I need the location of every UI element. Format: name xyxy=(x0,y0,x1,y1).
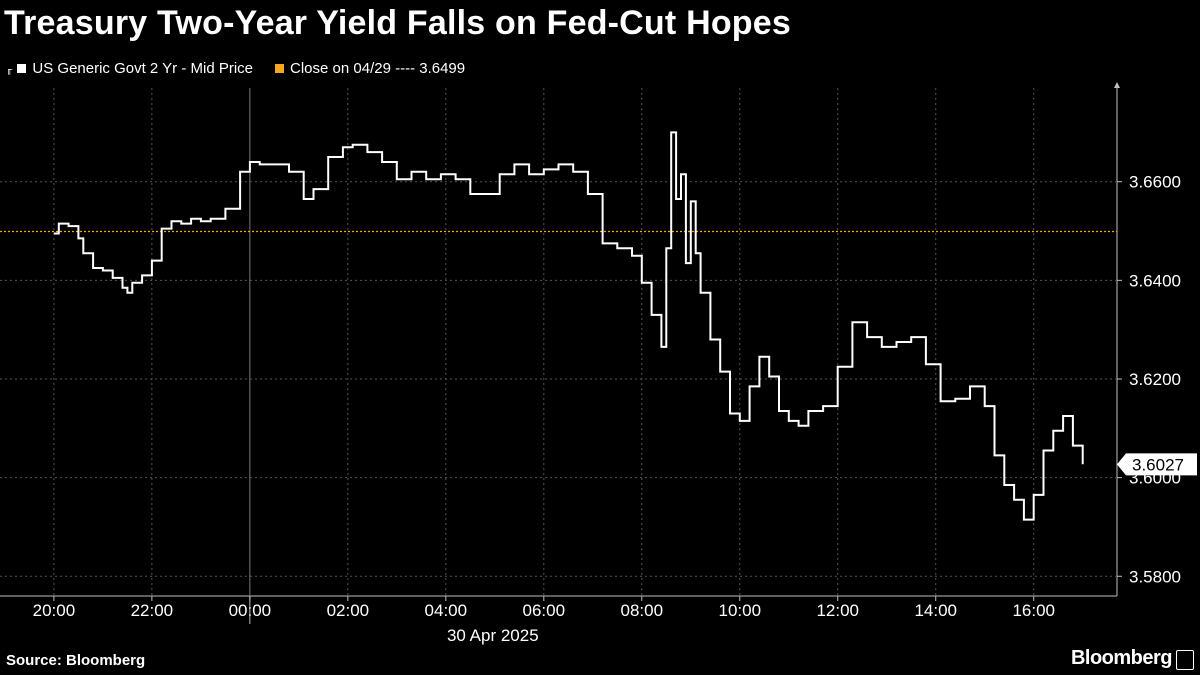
source-note: Source: Bloomberg xyxy=(6,652,146,669)
x-tick-label: 22:00 xyxy=(131,601,174,620)
reference-swatch xyxy=(275,64,285,73)
y-tick-label: 3.6600 xyxy=(1129,173,1181,192)
bloomberg-logo: Bloomberg xyxy=(1070,647,1173,669)
y-axis-arrow xyxy=(1114,82,1120,88)
x-tick-label: 06:00 xyxy=(523,601,566,620)
x-tick-label: 16:00 xyxy=(1012,601,1055,620)
series-swatch xyxy=(17,64,27,73)
date-label: 30 Apr 2025 xyxy=(447,626,539,645)
x-tick-label: 20:00 xyxy=(33,601,76,620)
x-tick-label: 04:00 xyxy=(425,601,468,620)
last-value-text: 3.6027 xyxy=(1132,455,1184,474)
legend: ╓ US Generic Govt 2 Yr - Mid Price Close… xyxy=(6,60,465,77)
series-legend-glyph: ╓ xyxy=(6,63,13,74)
x-tick-label: 02:00 xyxy=(327,601,370,620)
chart-title: Treasury Two-Year Yield Falls on Fed-Cut… xyxy=(4,4,791,42)
bloomberg-logo-mark xyxy=(1176,650,1194,670)
last-value-label: 3.6027 xyxy=(1117,453,1197,476)
y-tick-label: 3.5800 xyxy=(1129,567,1181,586)
x-tick-label: 08:00 xyxy=(621,601,664,620)
series-line xyxy=(53,131,1084,521)
series-legend-label: US Generic Govt 2 Yr - Mid Price xyxy=(32,60,254,77)
x-tick-label: 12:00 xyxy=(816,601,859,620)
x-tick-label: 10:00 xyxy=(718,601,761,620)
last-value-badge xyxy=(1117,453,1197,476)
y-tick-label: 3.6400 xyxy=(1129,271,1181,290)
x-tick-label: 14:00 xyxy=(914,601,957,620)
reference-legend-label: Close on 04/29 ---- 3.6499 xyxy=(290,60,466,77)
y-tick-label: 3.6200 xyxy=(1129,370,1181,389)
